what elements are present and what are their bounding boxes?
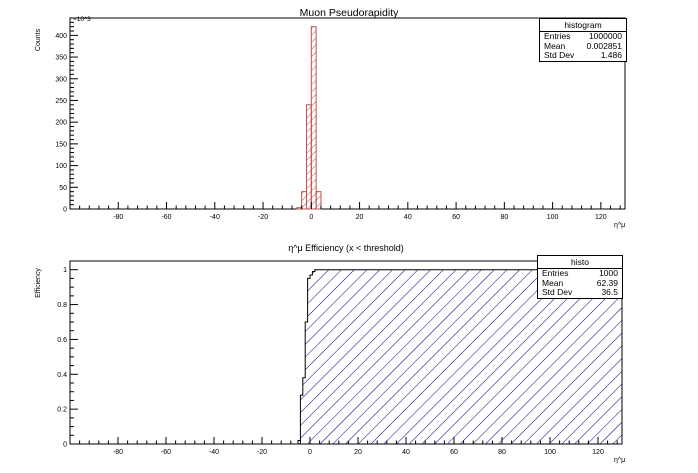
histogram-bar bbox=[310, 26, 317, 210]
stats-value: 0.002851 bbox=[586, 40, 622, 51]
stats-label: Mean bbox=[544, 40, 566, 51]
y-tick-label: 0 bbox=[63, 442, 67, 449]
top-y-axis-label: Counts bbox=[35, 28, 42, 51]
x-tick-label: 40 bbox=[402, 449, 410, 456]
y-tick-label: 200 bbox=[55, 120, 67, 127]
y-tick-label: 0 bbox=[63, 207, 67, 214]
top-stats-title: histogram bbox=[540, 19, 626, 32]
top-bars bbox=[296, 26, 322, 210]
x-tick-label: -40 bbox=[209, 449, 219, 456]
stats-row: Entries 1000 bbox=[538, 268, 622, 279]
stats-value: 1000000 bbox=[588, 31, 622, 41]
x-tick-label: -20 bbox=[258, 214, 268, 221]
bottom-chart: η^μ Efficiency (x < threshold) Efficienc… bbox=[35, 243, 625, 464]
bottom-axes: -80 -60 -40 -20 0 20 40 60 80 100 120 0 0.2 0.4 0.6 0.8… bbox=[57, 260, 618, 456]
x-tick-label: 80 bbox=[500, 214, 508, 221]
top-stats-box: histogram Entries 1000000 Mean 0.002851 … bbox=[539, 18, 627, 62]
x-tick-label: 60 bbox=[450, 449, 458, 456]
x-tick-label: 0 bbox=[309, 214, 313, 221]
stats-label: Entries bbox=[544, 31, 571, 41]
y-tick-label: 50 bbox=[59, 185, 67, 192]
bottom-chart-title: η^μ Efficiency (x < threshold) bbox=[288, 243, 404, 253]
histogram-bar bbox=[315, 191, 322, 210]
x-tick-label: 0 bbox=[308, 449, 312, 456]
x-tick-label: 20 bbox=[354, 449, 362, 456]
top-y-exponent: ×10^3 bbox=[73, 16, 91, 23]
y-tick-label: 0.6 bbox=[57, 337, 67, 344]
y-tick-label: 300 bbox=[55, 76, 67, 83]
stats-label: Mean bbox=[542, 277, 564, 288]
x-tick-label: 120 bbox=[595, 214, 607, 221]
y-tick-label: 0.4 bbox=[57, 372, 67, 379]
y-tick-label: 150 bbox=[55, 141, 67, 148]
top-x-axis-label: η^μ bbox=[614, 222, 625, 229]
stats-value: 62.39 bbox=[596, 277, 618, 288]
x-tick-label: -20 bbox=[257, 449, 267, 456]
bottom-stats-title: histo bbox=[538, 256, 622, 269]
x-tick-label: 100 bbox=[544, 449, 556, 456]
y-tick-label: 0.2 bbox=[57, 407, 67, 414]
x-tick-label: -80 bbox=[113, 449, 123, 456]
x-tick-label: -60 bbox=[161, 214, 171, 221]
stats-label: Entries bbox=[542, 268, 569, 278]
y-tick-label: 0.8 bbox=[57, 302, 67, 309]
bottom-y-axis-label: Efficiency bbox=[35, 268, 42, 298]
stats-label: Std Dev bbox=[544, 50, 575, 60]
top-chart-title: Muon Pseudorapidity bbox=[300, 7, 399, 19]
x-tick-label: 80 bbox=[498, 449, 506, 456]
x-tick-label: -40 bbox=[210, 214, 220, 221]
stats-row: Mean 62.39 bbox=[538, 277, 622, 289]
x-tick-label: 60 bbox=[452, 214, 460, 221]
x-tick-label: -80 bbox=[113, 214, 123, 221]
stats-row: Std Dev 36.5 bbox=[538, 287, 622, 298]
x-tick-label: 20 bbox=[356, 214, 364, 221]
x-tick-label: 120 bbox=[592, 449, 604, 456]
y-tick-label: 250 bbox=[55, 98, 67, 105]
efficiency-fill bbox=[70, 269, 622, 444]
bottom-stats-box: histo Entries 1000 Mean 62.39 Std Dev 36… bbox=[537, 255, 623, 299]
stats-row: Mean 0.002851 bbox=[540, 40, 626, 52]
x-tick-label: 40 bbox=[404, 214, 412, 221]
stats-label: Std Dev bbox=[542, 287, 573, 297]
x-tick-label: 100 bbox=[547, 214, 559, 221]
y-tick-label: 400 bbox=[55, 33, 67, 40]
x-tick-label: -60 bbox=[161, 449, 171, 456]
stats-row: Entries 1000000 bbox=[540, 31, 626, 42]
stats-value: 1000 bbox=[599, 268, 618, 278]
top-axes: -80 -60 -40 -20 0 20 40 60 80 100 120 0 50 100 150 200 2… bbox=[55, 17, 621, 221]
histogram-bar bbox=[301, 191, 307, 210]
top-chart: Muon Pseudorapidity Counts ×10^3 -80 -60-… bbox=[35, 7, 626, 229]
bottom-x-axis-label: η^μ bbox=[614, 457, 625, 464]
stats-row: Std Dev 1.486 bbox=[540, 50, 626, 61]
y-tick-label: 1 bbox=[63, 267, 67, 274]
stats-value: 36.5 bbox=[601, 287, 618, 297]
stats-value: 1.486 bbox=[600, 50, 622, 60]
histogram-bar bbox=[296, 207, 303, 210]
y-tick-label: 350 bbox=[55, 55, 67, 62]
histogram-bar bbox=[305, 104, 312, 210]
y-tick-label: 100 bbox=[55, 163, 67, 170]
